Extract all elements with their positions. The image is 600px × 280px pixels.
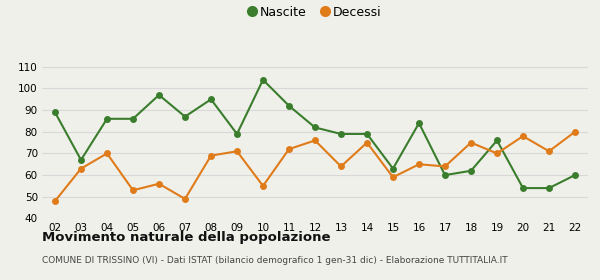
Text: COMUNE DI TRISSINO (VI) - Dati ISTAT (bilancio demografico 1 gen-31 dic) - Elabo: COMUNE DI TRISSINO (VI) - Dati ISTAT (bi…: [42, 256, 508, 265]
Legend: Nascite, Decessi: Nascite, Decessi: [244, 1, 386, 24]
Text: Movimento naturale della popolazione: Movimento naturale della popolazione: [42, 231, 331, 244]
